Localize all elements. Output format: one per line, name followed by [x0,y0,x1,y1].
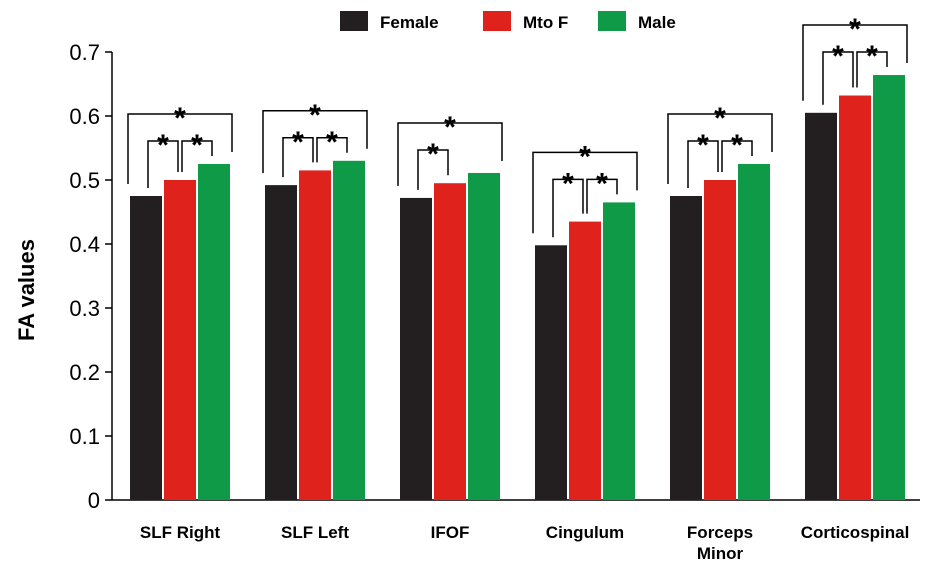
significance-bracket [856,51,888,88]
y-axis-label: FA values [14,239,39,341]
category-labels: SLF Right SLF Left IFOF Cingulum Forceps Mino… [140,523,909,562]
significance-star: * [596,167,608,200]
bar-mto-f [704,180,736,500]
significance-bracket [147,140,179,188]
category-label: Cingulum [546,523,624,542]
axes: 0 0.1 0.2 0.3 0.4 0.5 0.6 0.7 [69,40,920,513]
significance-star: * [326,126,338,159]
bar-mto-f [434,183,466,500]
significance-star: * [579,140,591,173]
category-label: Minor [697,544,744,562]
bar-female [400,197,432,501]
significance-star: * [444,111,456,144]
bar-mto-f [164,180,196,500]
bar-male [333,160,365,501]
y-tick-label: 0.5 [69,168,100,193]
significance-bracket [417,149,449,190]
category-label: SLF Left [281,523,349,542]
significance-bracket [282,137,314,178]
bar-male [468,172,500,500]
bar-male [198,164,230,500]
category-label: Corticospinal [801,523,910,542]
y-tick-label: 0.1 [69,424,100,449]
significance-bracket [687,140,719,188]
significance-star: * [292,126,304,159]
significance-star: * [427,138,439,171]
y-tick-label: 0.4 [69,232,100,257]
significance-star: * [309,99,321,132]
significance-bracket [802,24,908,101]
significance-bracket [532,151,638,234]
significance-bracket [586,178,618,214]
bar-female [805,112,837,501]
legend-swatch [340,11,368,31]
legend-label: Mto F [523,13,568,32]
bars [130,75,905,501]
significance-bracket [127,113,233,184]
significance-bracket [822,51,854,105]
bar-female [265,185,297,500]
bar-male [738,164,770,500]
significance-star: * [174,102,186,135]
significance-star: * [562,167,574,200]
y-tick-label: 0.2 [69,360,100,385]
significance-bracket [721,140,753,172]
bar-mto-f [839,95,871,501]
significance-bracket [181,140,213,172]
bar-mto-f [299,170,331,500]
significance-star: * [866,40,878,73]
y-tick-label: 0.7 [69,40,100,65]
y-tick-label: 0.3 [69,296,100,321]
significance-star: * [731,129,743,162]
significance-brackets: * *** ***** ** * *** ** [127,13,908,238]
bar-female [670,196,702,500]
bar-female [535,245,567,500]
category-label: IFOF [431,523,470,542]
significance-bracket [262,110,368,174]
significance-star: * [832,40,844,73]
bar-mto-f [569,221,601,500]
significance-star: * [697,129,709,162]
significance-star: * [849,13,861,46]
legend-label: Male [638,13,676,32]
category-label: Forceps [687,523,753,542]
legend-label: Female [380,13,439,32]
bar-male [603,202,635,500]
bar-female [130,196,162,500]
legend: Female Mto F Male [340,11,676,32]
legend-swatch [483,11,511,31]
category-label: SLF Right [140,523,221,542]
y-tick-label: 0 [88,488,100,513]
significance-bracket [667,113,773,184]
significance-bracket [552,178,584,238]
significance-bracket [397,122,503,186]
significance-star: * [157,129,169,162]
significance-star: * [714,102,726,135]
legend-swatch [598,11,626,31]
significance-bracket [316,137,348,163]
bar-male [873,75,905,500]
significance-star: * [191,129,203,162]
y-tick-label: 0.6 [69,104,100,129]
